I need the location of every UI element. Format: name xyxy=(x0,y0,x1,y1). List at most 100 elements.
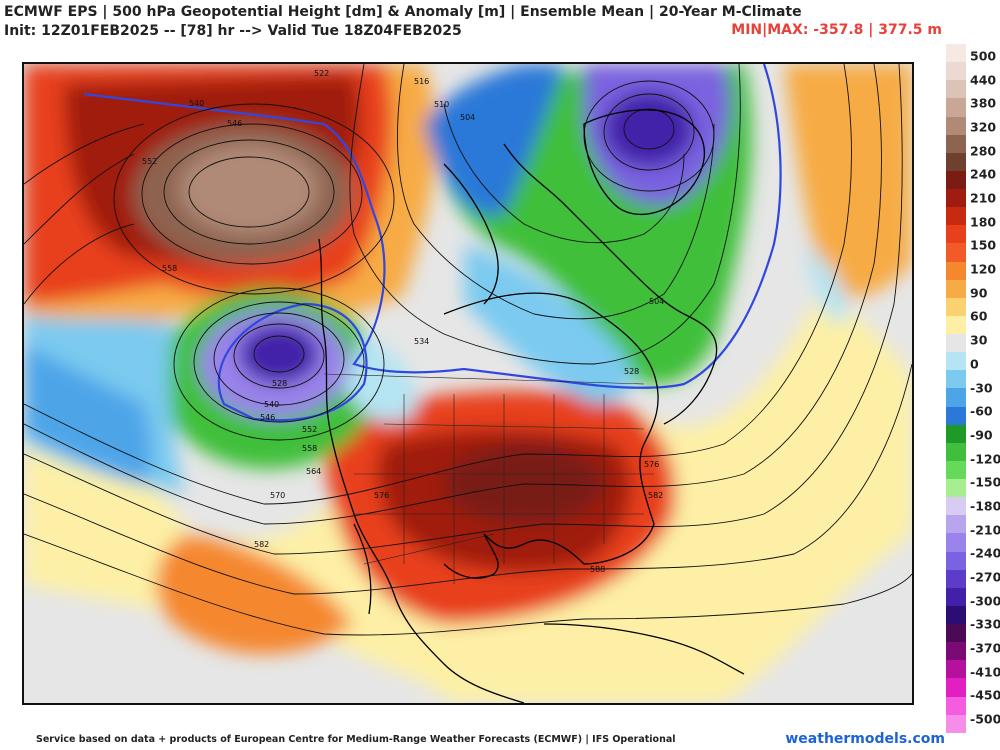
colorbar-swatch xyxy=(946,533,966,552)
chart-title: ECMWF EPS | 500 hPa Geopotential Height … xyxy=(4,4,802,20)
colorbar-tick-label: -180 xyxy=(970,498,1000,514)
contour-label: 558 xyxy=(162,264,177,273)
contour-label: 540 xyxy=(264,400,279,409)
colorbar-swatch xyxy=(946,569,966,588)
valid-time-subtitle: Init: 12Z01FEB2025 -- [78] hr --> Valid … xyxy=(4,23,462,39)
colorbar-tick-label: 500 xyxy=(970,48,997,64)
colorbar-swatch xyxy=(946,696,966,715)
colorbar-swatch xyxy=(946,62,966,81)
colorbar-swatch xyxy=(946,189,966,208)
contour-label: 516 xyxy=(414,77,429,86)
colorbar-swatch xyxy=(946,116,966,135)
contour-label: 546 xyxy=(260,413,275,422)
colorbar-swatch xyxy=(946,152,966,171)
colorbar-swatch xyxy=(946,406,966,425)
colorbar-swatch xyxy=(946,460,966,479)
contour-label: 534 xyxy=(414,337,429,346)
colorbar-tick-label: 30 xyxy=(970,332,988,348)
colorbar-tick-label: -270 xyxy=(970,569,1000,585)
brand-link[interactable]: weathermodels.com xyxy=(785,731,945,747)
colorbar-swatch xyxy=(946,297,966,316)
contour-label: 504 xyxy=(460,113,475,122)
colorbar-tick-label: 440 xyxy=(970,72,997,88)
contour-label: 528 xyxy=(624,367,639,376)
colorbar-tick-label: 150 xyxy=(970,237,997,253)
colorbar-tick-label: -120 xyxy=(970,451,1000,467)
colorbar-swatch xyxy=(946,642,966,661)
colorbar-swatch xyxy=(946,279,966,298)
colorbar-tick-label: 380 xyxy=(970,95,997,111)
colorbar-swatch xyxy=(946,370,966,389)
colorbar-tick-label: -240 xyxy=(970,545,1000,561)
contour-label: 564 xyxy=(306,467,321,476)
data-credit: Service based on data + products of Euro… xyxy=(36,734,676,745)
colorbar-tick-label: -450 xyxy=(970,687,1000,703)
min-max-readout: MIN|MAX: -357.8 | 377.5 m xyxy=(731,22,942,38)
colorbar-swatch xyxy=(946,225,966,244)
colorbar-swatch xyxy=(946,352,966,371)
colorbar-tick-label: -330 xyxy=(970,616,1000,632)
colorbar-tick-label: -210 xyxy=(970,522,1000,538)
colorbar-tick-label: -300 xyxy=(970,593,1000,609)
anomaly-map: 522 540 546 552 558 516 510 504 534 528 … xyxy=(24,64,912,703)
contour-label: 552 xyxy=(142,157,157,166)
colorbar-tick-label: 90 xyxy=(970,285,988,301)
contour-label: 552 xyxy=(302,425,317,434)
colorbar-swatch xyxy=(946,624,966,643)
colorbar-swatch xyxy=(946,714,966,733)
colorbar-swatch xyxy=(946,678,966,697)
colorbar-swatch xyxy=(946,515,966,534)
colorbar-tick-label: -150 xyxy=(970,474,1000,490)
contour-label: 558 xyxy=(302,444,317,453)
coastlines xyxy=(318,109,745,703)
colorbar-swatch xyxy=(946,388,966,407)
colorbar-swatch xyxy=(946,207,966,226)
colorbar-swatch xyxy=(946,479,966,498)
contour-labels: 522 540 546 552 558 516 510 504 534 528 … xyxy=(142,69,664,574)
colorbar-swatch xyxy=(946,170,966,189)
colorbar-tick-label: -410 xyxy=(970,664,1000,680)
closed-low-552-line xyxy=(217,302,368,422)
colorbar xyxy=(946,44,966,733)
colorbar-swatch xyxy=(946,80,966,99)
colorbar-swatch xyxy=(946,551,966,570)
contour-label: 546 xyxy=(227,119,242,128)
contour-label: 576 xyxy=(644,460,659,469)
height-contours xyxy=(24,64,912,636)
colorbar-tick-label: 280 xyxy=(970,143,997,159)
colorbar-tick-label: 60 xyxy=(970,308,988,324)
colorbar-swatch xyxy=(946,424,966,443)
colorbar-swatch xyxy=(946,442,966,461)
colorbar-tick-label: -90 xyxy=(970,427,993,443)
map-panel: 522 540 546 552 558 516 510 504 534 528 … xyxy=(22,62,914,705)
contour-label: 504 xyxy=(649,297,664,306)
colorbar-swatch xyxy=(946,315,966,334)
colorbar-tick-label: 320 xyxy=(970,119,997,135)
colorbar-swatch xyxy=(946,605,966,624)
colorbar-tick-label: -370 xyxy=(970,640,1000,656)
contour-label: 510 xyxy=(434,100,449,109)
contour-label: 570 xyxy=(270,491,285,500)
contour-label: 582 xyxy=(648,491,663,500)
colorbar-swatch xyxy=(946,660,966,679)
colorbar-swatch xyxy=(946,98,966,117)
colorbar-tick-label: -30 xyxy=(970,380,993,395)
colorbar-tick-label: 120 xyxy=(970,261,997,277)
colorbar-tick-label: 180 xyxy=(970,214,997,230)
colorbar-tick-label: 0 xyxy=(970,356,979,372)
colorbar-swatch xyxy=(946,587,966,606)
colorbar-tick-label: 210 xyxy=(970,190,997,206)
contour-label: 576 xyxy=(374,491,389,500)
colorbar-swatch xyxy=(946,134,966,153)
contour-label: 540 xyxy=(189,99,204,108)
contour-label: 588 xyxy=(590,565,605,574)
contour-label: 528 xyxy=(272,379,287,388)
contour-552-line xyxy=(83,64,782,389)
colorbar-swatch xyxy=(946,261,966,280)
colorbar-swatch xyxy=(946,497,966,516)
colorbar-swatch xyxy=(946,44,966,63)
colorbar-tick-label: -500 xyxy=(970,711,1000,727)
contour-label: 522 xyxy=(314,69,329,78)
colorbar-swatch xyxy=(946,334,966,353)
colorbar-swatch xyxy=(946,243,966,262)
